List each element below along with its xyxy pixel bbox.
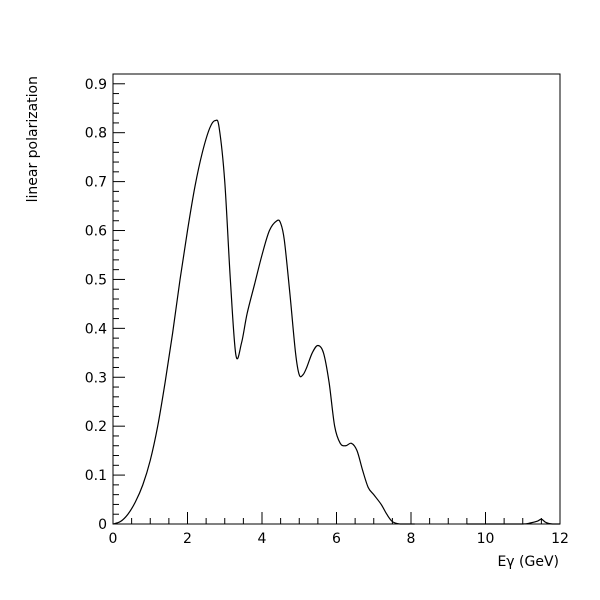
x-tick-label: 4 bbox=[258, 531, 267, 547]
x-tick-label: 2 bbox=[183, 531, 192, 547]
y-tick-label: 0.2 bbox=[85, 419, 107, 435]
y-tick-label: 0.3 bbox=[85, 370, 107, 386]
axis-tick-labels: 0 2 4 6 8 10 12 0 0.1 0.2 0.3 0.4 0.5 0.6 0.7 0.8 0.9 bbox=[85, 77, 569, 547]
y-tick-label: 0.5 bbox=[85, 272, 107, 288]
y-tick-label: 0.4 bbox=[85, 321, 107, 337]
y-tick-label: 0 bbox=[98, 517, 107, 533]
polarization-curve bbox=[112, 119, 415, 525]
x-tick-label: 0 bbox=[109, 531, 118, 547]
polarization-tail-curve bbox=[466, 518, 560, 525]
y-tick-label: 0.9 bbox=[85, 77, 107, 93]
data-curves bbox=[112, 119, 560, 525]
y-tick-label: 0.6 bbox=[85, 224, 107, 240]
x-tick-label: 12 bbox=[551, 531, 569, 547]
y-tick-label: 0.7 bbox=[85, 175, 107, 191]
plot-frame bbox=[112, 73, 561, 525]
x-tick-label: 8 bbox=[407, 531, 416, 547]
x-tick-label: 6 bbox=[332, 531, 341, 547]
x-tick-label: 10 bbox=[477, 531, 495, 547]
y-tick-label: 0.1 bbox=[85, 468, 107, 484]
axis-ticks bbox=[112, 73, 561, 525]
y-axis-label: linear polarization bbox=[25, 76, 41, 202]
x-axis-label: Eγ (GeV) bbox=[497, 554, 559, 570]
y-tick-label: 0.8 bbox=[85, 126, 107, 142]
